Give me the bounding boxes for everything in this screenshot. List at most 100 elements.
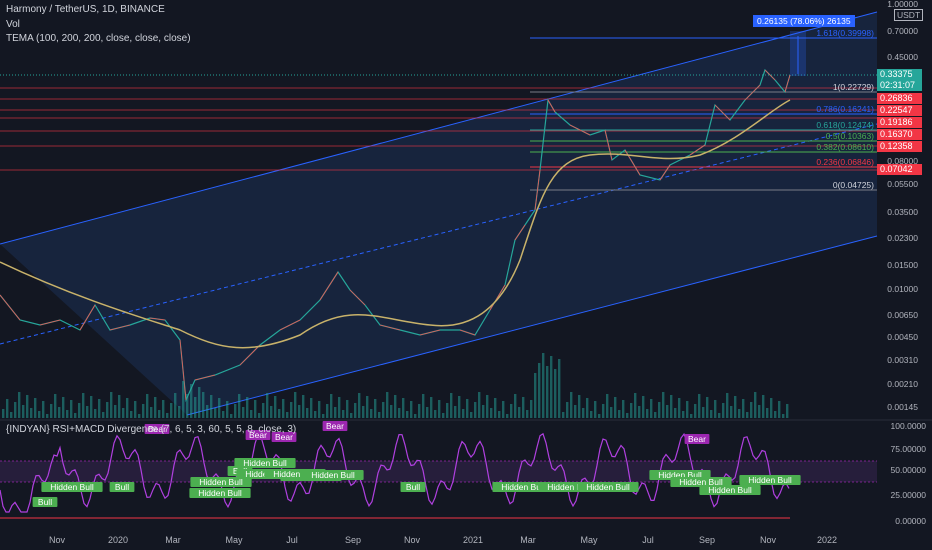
price-axis-label: 0.05500 [887, 179, 918, 189]
volume-bar [18, 392, 21, 418]
fib-label: 0.786(0.16241) [816, 104, 874, 114]
volume-bar [198, 387, 201, 418]
volume-bar [142, 404, 145, 418]
candle-segment [459, 329, 476, 336]
divergence-label-bg [684, 434, 710, 444]
volume-bar [454, 406, 457, 418]
price-axis-label: 0.00145 [887, 402, 918, 412]
currency-badge[interactable]: USDT [894, 9, 924, 21]
time-axis-label: May [225, 535, 243, 545]
volume-bar [270, 406, 273, 418]
indicator-axis-label: 50.00000 [891, 465, 927, 475]
volume-bar [382, 402, 385, 418]
volume-bar [50, 404, 53, 418]
volume-bar [66, 410, 69, 418]
volume-bar [190, 384, 193, 418]
time-axis-label: Mar [165, 535, 181, 545]
volume-bar [298, 405, 301, 418]
volume-bar [54, 394, 57, 418]
volume-bar [58, 407, 61, 418]
volume-bar [722, 403, 725, 418]
volume-bar [618, 410, 621, 418]
candle-segment [714, 104, 731, 121]
price-axis-label: 0.08000 [887, 156, 918, 166]
volume-bar [758, 405, 761, 418]
divergence-label-text: Hidden Bull [311, 470, 355, 480]
divergence-label: Bull [109, 482, 135, 492]
volume-bar [694, 404, 697, 418]
candle-segment [489, 284, 506, 311]
time-axis-label: 2020 [108, 535, 128, 545]
volume-bar [94, 409, 97, 418]
volume-bar [502, 401, 505, 418]
volume-bar [366, 396, 369, 418]
volume-bar [330, 394, 333, 418]
divergence-label: Hidden Bull [739, 475, 801, 485]
volume-bar [306, 408, 309, 418]
level-tag: 0.22547 [877, 105, 922, 116]
volume-bar [622, 400, 625, 418]
time-axis-label: 2022 [817, 535, 837, 545]
time-axis-label: Nov [49, 535, 66, 545]
volume-bar [490, 408, 493, 418]
volume-bar [718, 413, 721, 418]
candle-segment [149, 317, 166, 321]
volume-bar [546, 366, 549, 418]
volume-bar [194, 397, 197, 418]
time-axis-label: Jul [286, 535, 298, 545]
level-tag: 0.16370 [877, 129, 922, 140]
volume-bar [258, 413, 261, 418]
divergence-label: Bear [144, 424, 170, 434]
price-axis-label: 0.00310 [887, 355, 918, 365]
volume-bar [22, 405, 25, 418]
indicator-axis-label: 0.00000 [895, 516, 926, 526]
volume-bar [678, 398, 681, 418]
volume-bar [426, 407, 429, 418]
divergence-label-text: Bear [688, 434, 706, 444]
volume-bar [418, 404, 421, 418]
volume-bar [738, 409, 741, 418]
volume-bar [630, 403, 633, 418]
volume-bar [278, 409, 281, 418]
volume-bar [774, 411, 777, 418]
candle-segment [239, 344, 261, 366]
volume-bar [354, 403, 357, 418]
volume-bar [162, 400, 165, 418]
tema-line [0, 99, 791, 349]
volume-bar [222, 411, 225, 418]
volume-bar [674, 408, 677, 418]
volume-bar [394, 395, 397, 418]
volume-bar [690, 414, 693, 418]
divergence-label: Bear [322, 421, 348, 431]
level-tag: 0.07042 [877, 164, 922, 175]
divergence-label-text: Bear [275, 432, 293, 442]
volume-bar [786, 404, 789, 418]
volume-bar [594, 401, 597, 418]
volume-bar [386, 392, 389, 418]
fib-label: 1.618(0.39998) [816, 28, 874, 38]
volume-bar [638, 406, 641, 418]
candle-segment [79, 304, 96, 331]
volume-bar [114, 405, 117, 418]
volume-bar [474, 402, 477, 418]
volume-bar [498, 411, 501, 418]
volume-bar [110, 392, 113, 418]
channel-upper-line [0, 11, 878, 245]
divergence-label-bg [670, 477, 732, 487]
volume-legend: Vol [6, 19, 20, 30]
volume-bar [262, 403, 265, 418]
volume-bar [518, 407, 521, 418]
volume-bar [414, 414, 417, 418]
volume-bar [338, 397, 341, 418]
volume-bar [362, 406, 365, 418]
candle-segment [0, 294, 21, 321]
volume-bar [290, 402, 293, 418]
volume-bar [158, 410, 161, 418]
volume-bar [538, 363, 541, 418]
price-axis-label: 0.70000 [887, 26, 918, 36]
volume-bar [294, 392, 297, 418]
divergence-label: Hidden Bull [699, 485, 761, 495]
divergence-label-bg [234, 458, 296, 468]
fib-label: 0.5(0.10363) [826, 131, 874, 141]
